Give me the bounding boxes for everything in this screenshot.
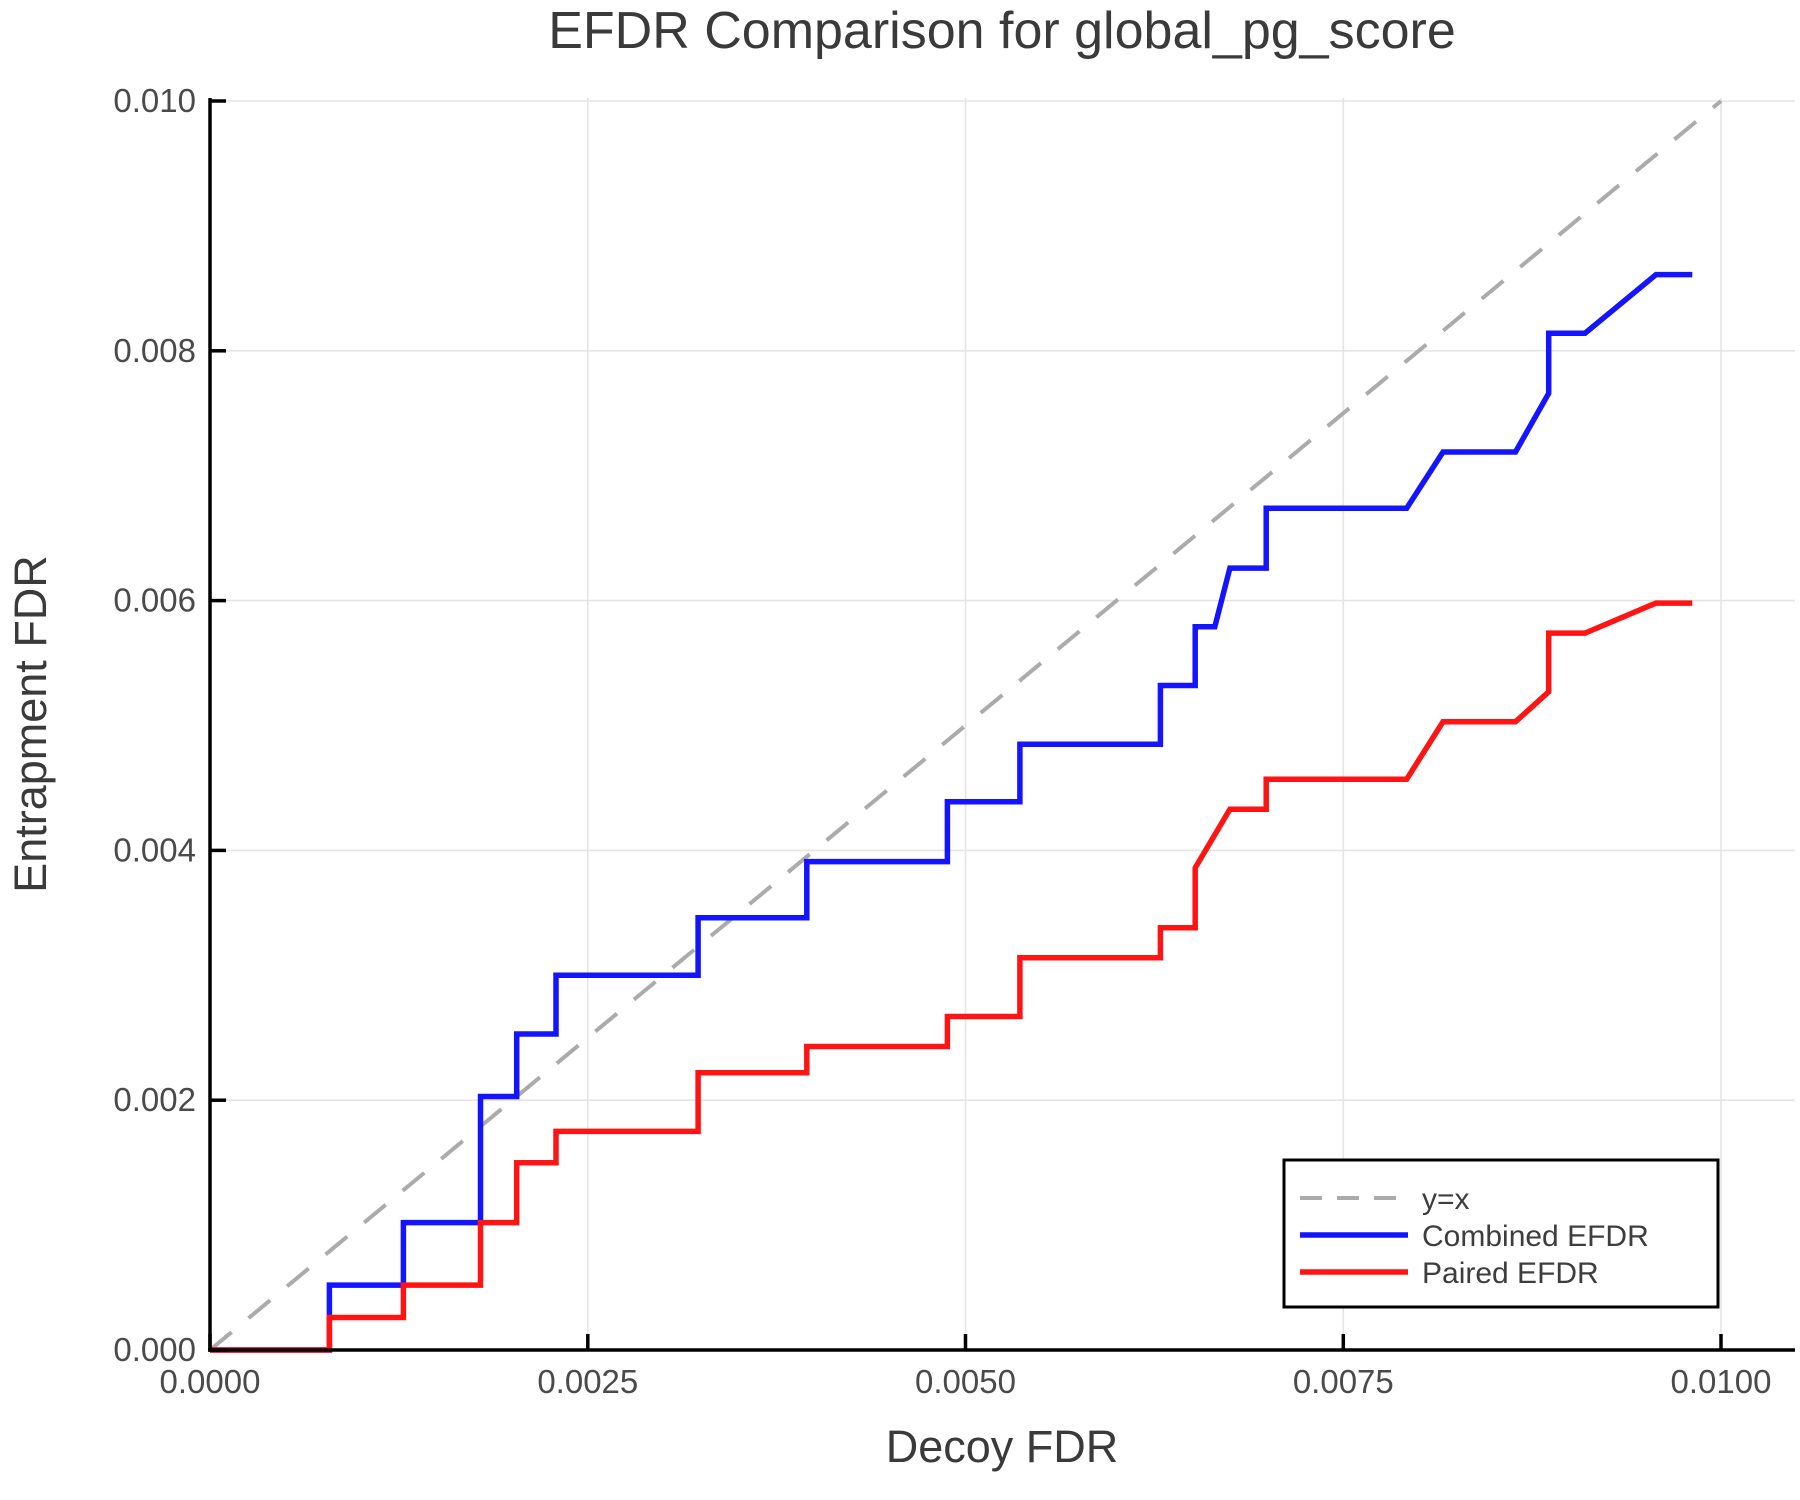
legend-label-diagonal: y=x (1422, 1183, 1470, 1216)
x-tick-label: 0.0075 (1293, 1363, 1394, 1400)
chart-legend: y=x Combined EFDR Paired EFDR (1282, 1158, 1720, 1309)
chart-title: EFDR Comparison for global_pg_score (548, 2, 1456, 60)
y-tick-label: 0.006 (113, 582, 196, 619)
chart-plot-layer: 0.0000 0.0025 0.0050 0.0075 0.0100 0.000 0.002… (113, 82, 1795, 1400)
legend-label-combined: Combined EFDR (1422, 1220, 1649, 1253)
y-tick-label: 0.002 (113, 1081, 196, 1118)
y-tick-label: 0.008 (113, 332, 196, 369)
x-tick-label: 0.0000 (160, 1363, 261, 1400)
x-axis-label: Decoy FDR (886, 1421, 1119, 1472)
x-tick-label: 0.0025 (537, 1363, 638, 1400)
y-tick-label: 0.004 (113, 831, 196, 868)
x-tick-label: 0.0050 (915, 1363, 1016, 1400)
x-tick-label: 0.0100 (1671, 1363, 1772, 1400)
y-tick-label: 0.000 (113, 1331, 196, 1368)
paired-efdr-line (210, 600, 1693, 1353)
y-tick-label: 0.010 (113, 82, 196, 119)
diagonal-reference-line (208, 99, 1723, 1352)
combined-efdr-line (210, 271, 1693, 1353)
chart-text-layer: EFDR Comparison for global_pg_score Deco… (5, 2, 1456, 1472)
y-axis-label: Entrapment FDR (5, 555, 56, 893)
legend-label-paired: Paired EFDR (1422, 1257, 1599, 1290)
